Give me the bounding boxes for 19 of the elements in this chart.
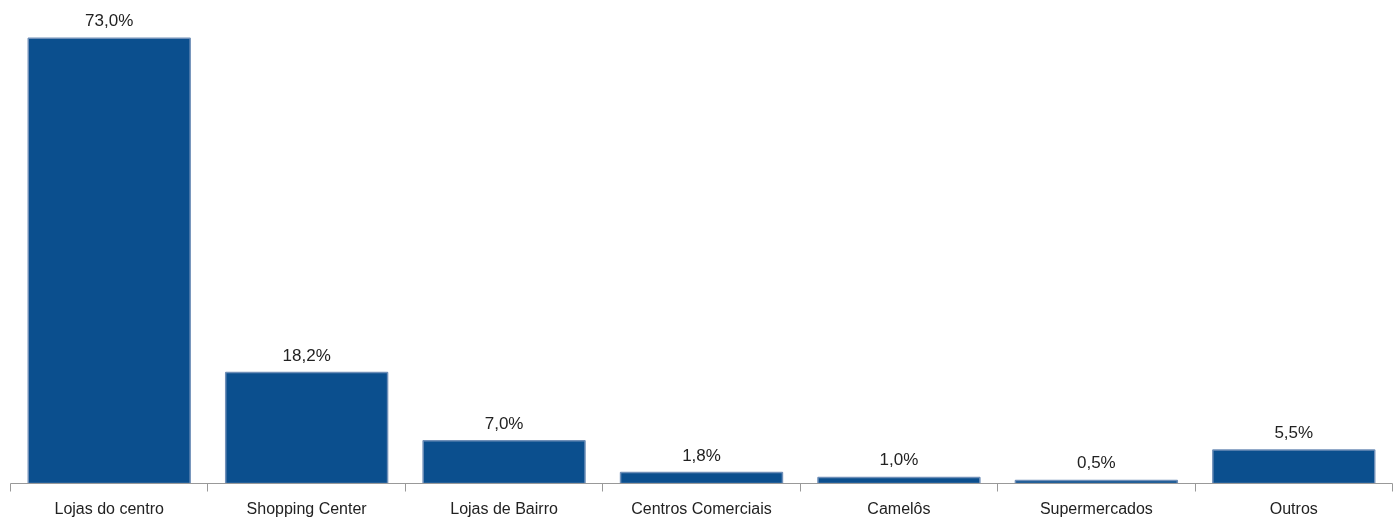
x-tick-label: Shopping Center [246,499,368,517]
data-label: 18,2% [282,345,331,365]
bar [1212,449,1376,484]
x-tick-label: Outros [1269,499,1318,517]
data-label: 0,5% [1076,453,1116,473]
data-label: 5,5% [1274,422,1314,442]
bar [422,440,586,484]
bar [27,37,191,484]
data-label: 7,0% [484,413,524,433]
x-tick-label: Centros Comerciais [631,499,772,517]
data-label: 1,0% [879,450,919,470]
bar [224,371,389,484]
x-tick-label: Lojas do centro [54,499,165,517]
data-label: 1,8% [682,445,721,465]
bar [619,471,784,484]
x-tick-label: Lojas de Bairro [450,499,558,517]
x-tick-label: Supermercados [1039,499,1153,517]
data-label: 73,0% [85,11,134,31]
x-tick-label: Camelôs [867,499,931,517]
